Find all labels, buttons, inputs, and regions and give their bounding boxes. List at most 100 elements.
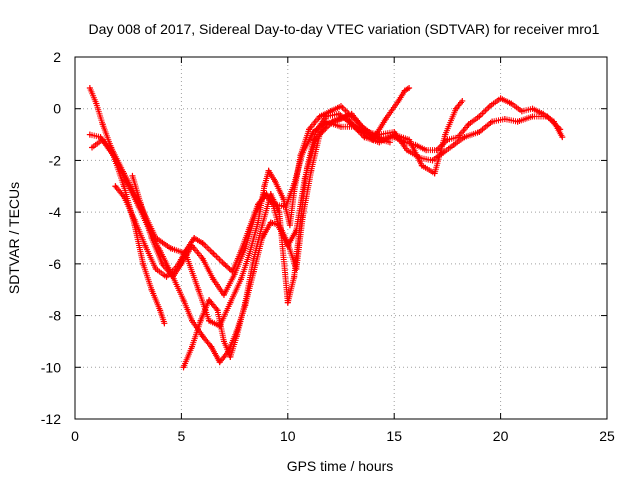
data-point [112,183,119,190]
data-point [361,134,368,141]
axes: 0 5 10 15 20 25 -12 -10 -8 -6 -4 -2 0 2 [41,49,615,444]
data-point [514,118,521,125]
data-point [227,353,234,360]
data-point [152,266,159,273]
data-point [189,343,196,350]
data-point [120,183,127,190]
x-tick-label: 5 [178,428,186,444]
data-point [159,260,166,267]
data-point [197,317,204,324]
data-point [237,247,244,254]
data-point [323,113,330,120]
data-point [297,216,304,223]
x-tick-label: 15 [386,428,402,444]
data-point [229,268,236,275]
data-point [195,286,202,293]
data-point [110,152,117,159]
data-point [233,333,240,340]
data-point [286,222,293,229]
data-point [433,147,440,154]
data-point [199,333,206,340]
data-point [455,134,462,141]
data-point [86,131,93,138]
y-tick-label: 2 [53,49,61,65]
data-point [303,165,310,172]
data-point [148,286,155,293]
data-series [112,118,393,280]
data-point [208,343,215,350]
data-point [293,266,300,273]
data-point [210,250,217,257]
data-point [272,178,279,185]
y-tick-label: -12 [41,411,61,427]
series-markers [129,85,411,366]
data-point [376,139,383,146]
data-point [338,103,344,110]
data-point [391,131,398,138]
y-tick-label: -8 [49,308,62,324]
data-point [306,126,313,133]
data-point [335,110,342,117]
data-point [137,201,144,208]
data-point [163,273,170,280]
data-series [129,85,413,366]
data-point [191,235,198,241]
data-point [450,141,457,148]
data-point [518,108,525,115]
data-point [261,183,268,190]
data-point [284,240,291,247]
data-point [529,105,536,112]
data-point [259,222,266,229]
data-point [99,136,106,143]
series-markers [180,99,464,371]
data-point [486,103,493,110]
data-point [403,147,410,154]
x-axis-label: GPS time / hours [287,458,394,474]
data-point [501,116,508,123]
data-point [489,118,496,125]
data-point [220,260,227,267]
y-axis-label: SDTVAR / TECUs [6,182,22,294]
data-point [89,144,96,151]
data-point [429,157,436,164]
data-point [250,255,257,262]
data-point [265,167,272,174]
data-point [444,136,451,143]
data-point [255,201,262,208]
data-point [267,191,274,198]
data-point [461,134,468,141]
data-point [129,172,136,179]
x-tick-label: 25 [599,428,615,444]
data-point [242,245,249,252]
y-tick-label: -2 [49,152,62,168]
plot-frame [74,56,608,420]
data-series [180,97,466,371]
data-point [452,105,459,112]
data-point [348,110,355,117]
y-tick-label: 0 [53,101,61,117]
data-point [180,364,187,371]
data-point [93,100,100,107]
data-point [246,224,253,231]
y-tick-label: -4 [49,204,62,220]
data-series [89,136,168,327]
data-point [237,276,244,283]
data-point [167,245,174,252]
data-point [291,180,298,187]
data-point [182,247,189,254]
data-point [423,147,430,154]
data-point [529,113,536,120]
data-point [255,219,262,226]
data-point [220,291,227,298]
data-point [401,87,408,94]
data-point [431,170,438,177]
data-point [329,118,336,125]
data-point [220,338,227,345]
data-point [86,85,93,92]
data-point [406,136,413,143]
data-point [406,85,413,92]
data-point [227,299,234,306]
data-point [189,317,196,324]
data-point [291,273,298,280]
